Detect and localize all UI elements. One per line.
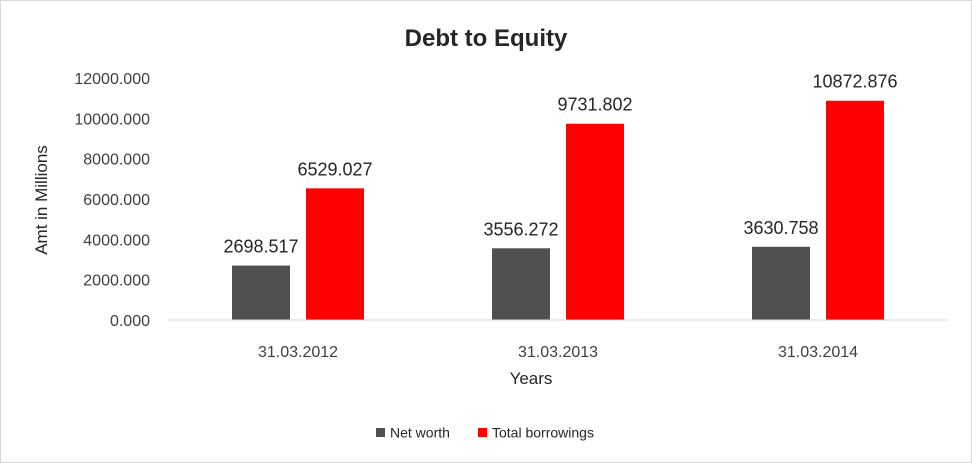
data-label: 10872.876 bbox=[812, 72, 897, 92]
y-tick-label: 4000.000 bbox=[83, 232, 150, 249]
data-label: 9731.802 bbox=[557, 95, 632, 115]
data-label: 2698.517 bbox=[223, 237, 298, 257]
bars-group: 2698.517 6529.027 3556.272 9731.802 3630.758… bbox=[223, 72, 898, 320]
bar-net-worth-1 bbox=[492, 248, 550, 320]
y-tick-label: 10000.000 bbox=[74, 111, 150, 128]
data-label: 3630.758 bbox=[743, 218, 818, 238]
bar-net-worth-2 bbox=[752, 246, 810, 320]
y-axis-title: Amt in Millions bbox=[32, 145, 51, 255]
legend-swatch bbox=[376, 428, 385, 437]
y-tick-label: 8000.000 bbox=[83, 152, 150, 169]
x-tick-label: 31.03.2014 bbox=[778, 344, 858, 361]
bar-net-worth-0 bbox=[232, 265, 290, 320]
bar-total-borrowings-2 bbox=[826, 100, 884, 320]
y-tick-label: 12000.000 bbox=[74, 71, 150, 88]
x-tick-label: 31.03.2012 bbox=[258, 344, 338, 361]
y-axis-ticks: 0.000 2000.000 4000.000 6000.000 8000.000 100… bbox=[74, 71, 150, 330]
legend-swatch bbox=[478, 428, 487, 437]
bar-total-borrowings-0 bbox=[306, 188, 364, 320]
data-label: 3556.272 bbox=[483, 219, 558, 239]
x-axis-ticks: 31.03.2012 31.03.2013 31.03.2014 bbox=[258, 344, 858, 361]
y-tick-label: 0.000 bbox=[110, 313, 150, 330]
y-tick-label: 2000.000 bbox=[83, 273, 150, 290]
x-tick-label: 31.03.2013 bbox=[518, 344, 598, 361]
y-tick-label: 6000.000 bbox=[83, 192, 150, 209]
data-label: 6529.027 bbox=[297, 159, 372, 179]
legend: Net worth Total borrowings bbox=[376, 425, 594, 441]
bar-total-borrowings-1 bbox=[566, 123, 624, 320]
x-axis-title: Years bbox=[510, 369, 553, 388]
legend-label: Total borrowings bbox=[492, 425, 594, 441]
chart-title: Debt to Equity bbox=[405, 25, 568, 52]
legend-label: Net worth bbox=[390, 425, 450, 441]
